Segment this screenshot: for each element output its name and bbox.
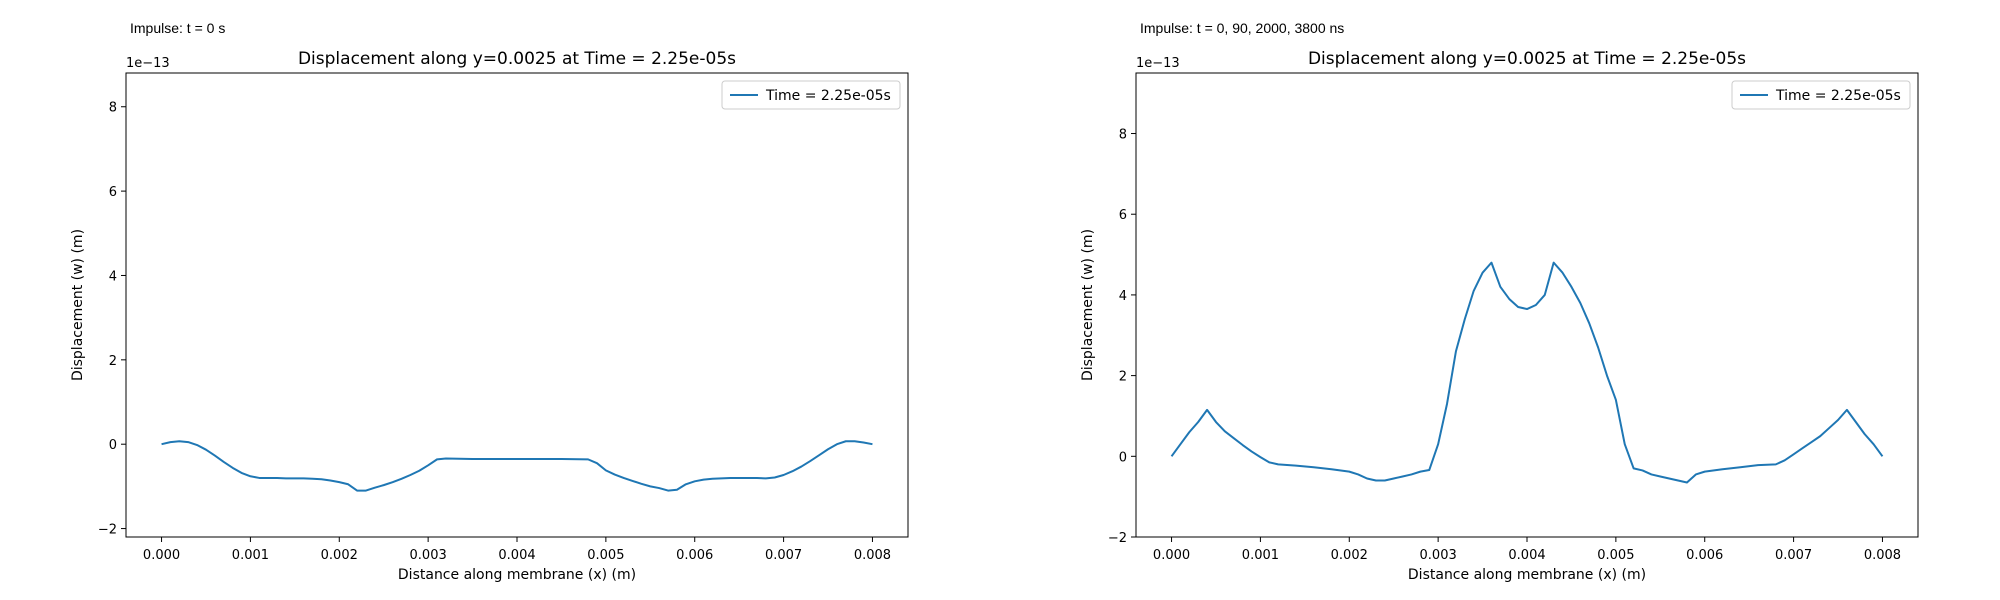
x-tick-label: 0.003 <box>410 548 447 563</box>
legend-label: Time = 2.25e-05s <box>765 88 891 104</box>
y-tick-label: 0 <box>109 438 117 453</box>
chart-panel-1: Impulse: t = 0 s 0.000 0.001 0.002 0.003 0.0… <box>70 20 909 583</box>
y-offset-text: 1e−13 <box>1136 56 1180 71</box>
y-tick-label: 4 <box>1119 289 1127 304</box>
x-tick-label: 0.008 <box>854 548 891 563</box>
x-tick-label: 0.002 <box>321 548 358 563</box>
x-tick-label: 0.007 <box>765 548 802 563</box>
series-line <box>1170 261 1884 484</box>
y-tick-label: 6 <box>109 185 117 200</box>
y-tick-label: 6 <box>1119 208 1127 223</box>
legend-label: Time = 2.25e-05s <box>1775 88 1901 104</box>
x-tick-label: 0.005 <box>587 548 624 563</box>
x-tick-label: 0.002 <box>1331 548 1368 563</box>
y-tick-label: 8 <box>1119 128 1127 143</box>
x-tick-label: 0.005 <box>1597 548 1634 563</box>
chart-title: Displacement along y=0.0025 at Time = 2.… <box>298 49 736 69</box>
series-line <box>161 440 873 492</box>
y-tick-label: 0 <box>1119 450 1127 465</box>
impulse-note: Impulse: t = 0, 90, 2000, 3800 ns <box>1140 20 1345 36</box>
x-tick-label: 0.004 <box>498 548 535 563</box>
x-tick-label: 0.007 <box>1775 548 1812 563</box>
impulse-note: Impulse: t = 0 s <box>130 20 226 36</box>
chart-title: Displacement along y=0.0025 at Time = 2.… <box>1308 49 1746 69</box>
y-tick-label: 8 <box>109 101 117 116</box>
plot-frame <box>125 72 909 538</box>
x-tick-label: 0.003 <box>1420 548 1457 563</box>
x-axis-label: Distance along membrane (x) (m) <box>398 567 636 583</box>
x-tick-label: 0.000 <box>143 548 180 563</box>
x-tick-label: 0.006 <box>676 548 713 563</box>
x-tick-label: 0.008 <box>1864 548 1901 563</box>
chart-1: 0.000 0.001 0.002 0.003 0.004 0.005 0.006 0.007… <box>70 49 909 583</box>
x-tick-label: 0.000 <box>1153 548 1190 563</box>
x-tick-label: 0.006 <box>1686 548 1723 563</box>
x-tick-label: 0.001 <box>232 548 269 563</box>
y-tick-label: −2 <box>98 523 117 538</box>
x-tick-label: 0.004 <box>1508 548 1545 563</box>
y-tick-label: 2 <box>1119 370 1127 385</box>
x-tick-label: 0.001 <box>1242 548 1279 563</box>
y-axis-label: Displacement (w) (m) <box>70 229 86 381</box>
plot-frame <box>1135 72 1919 538</box>
y-tick-label: 2 <box>109 354 117 369</box>
y-offset-text: 1e−13 <box>126 56 170 71</box>
chart-panel-2: Impulse: t = 0, 90, 2000, 3800 ns 0.000 0… <box>1010 0 2000 600</box>
y-tick-label: −2 <box>1108 531 1127 546</box>
legend-box <box>1731 80 1911 110</box>
y-axis-label: Displacement (w) (m) <box>1080 229 1096 381</box>
y-tick-label: 4 <box>109 269 117 284</box>
legend-box <box>721 80 901 110</box>
x-axis-label: Distance along membrane (x) (m) <box>1408 567 1646 583</box>
chart-2: 0.000 0.001 0.002 0.003 0.004 0.005 0.006 0.007… <box>1080 49 1919 583</box>
